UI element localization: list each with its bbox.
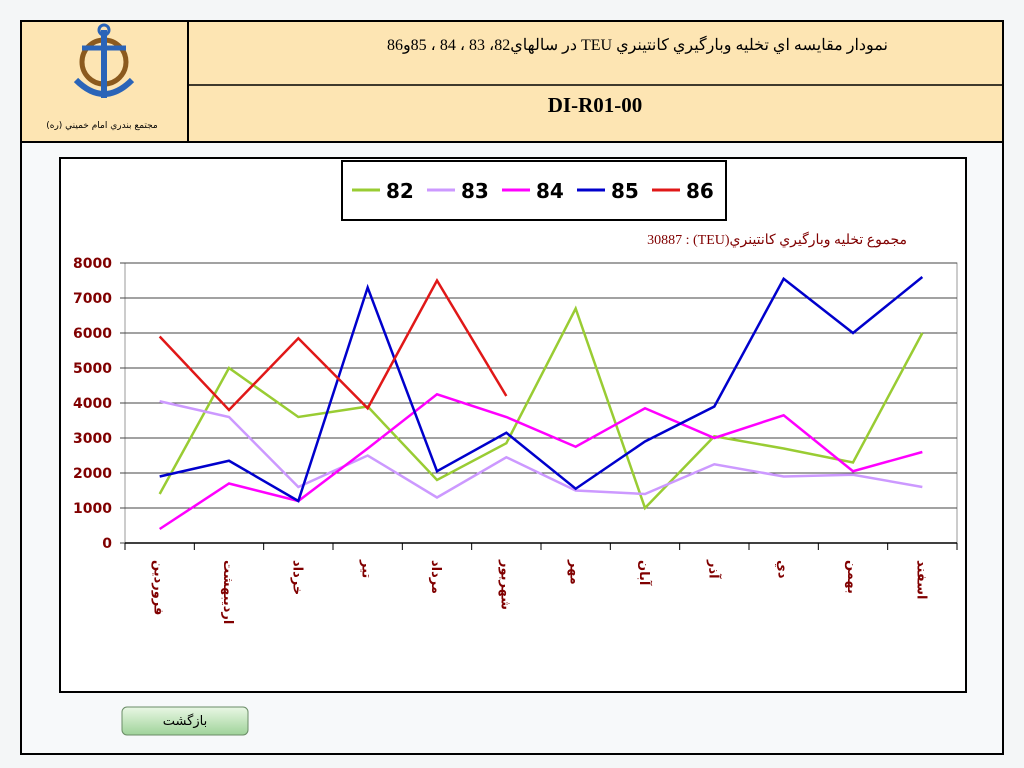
x-tick-label: تير: [359, 559, 374, 578]
series-line: [158, 305, 924, 511]
x-tick-label: فروردين: [151, 560, 166, 615]
y-tick-label: 6000: [73, 326, 112, 342]
legend-label: 82: [386, 179, 414, 203]
y-tick-label: 4000: [73, 396, 112, 412]
logo-caption: مجتمع بندري امام خميني (ره): [46, 121, 158, 131]
logo: [73, 23, 135, 98]
x-tick-label: آذر: [705, 559, 722, 579]
y-tick-label: 5000: [73, 361, 112, 377]
button-shape[interactable]: [121, 706, 249, 736]
annotation: مجموع تخليه وبارگيري كانتينري(TEU) : 308…: [647, 231, 907, 248]
y-tick-label: 3000: [73, 431, 112, 447]
x-tick-label: بهمن: [844, 560, 859, 594]
series-line: [158, 392, 923, 531]
x-tick-label: ارديبهشت: [220, 560, 235, 624]
x-tick-label: دي: [775, 560, 790, 579]
series-line: [158, 277, 508, 412]
x-tick-label: شهريور: [497, 559, 512, 610]
legend-label: 85: [611, 179, 639, 203]
series-line: [159, 276, 924, 503]
legend-label: 83: [461, 179, 489, 203]
chart-area: [59, 157, 967, 693]
y-tick-label: 0: [102, 536, 112, 552]
x-tick-label: خرداد: [289, 560, 304, 595]
report-code: DI-R01-00: [548, 93, 643, 117]
y-tick-label: 1000: [73, 501, 112, 517]
x-tick-label: مهر: [567, 559, 582, 585]
y-tick-label: 8000: [73, 256, 112, 272]
button-label[interactable]: بازگشت: [163, 713, 207, 729]
y-tick-label: 7000: [73, 291, 112, 307]
series-line: [159, 400, 923, 499]
legend-label: 86: [686, 179, 714, 203]
legend-label: 84: [536, 179, 564, 203]
header: [20, 20, 1004, 143]
page-title: نمودار مقايسه اي تخليه وبارگيري كانتينري…: [387, 35, 888, 54]
back-button[interactable]: بازگشت: [121, 706, 249, 736]
y-tick-label: 2000: [73, 466, 112, 482]
x-tick-label: اسفند: [913, 560, 928, 599]
x-tick-label: آبان: [636, 560, 653, 586]
x-tick-label: مرداد: [428, 560, 443, 594]
